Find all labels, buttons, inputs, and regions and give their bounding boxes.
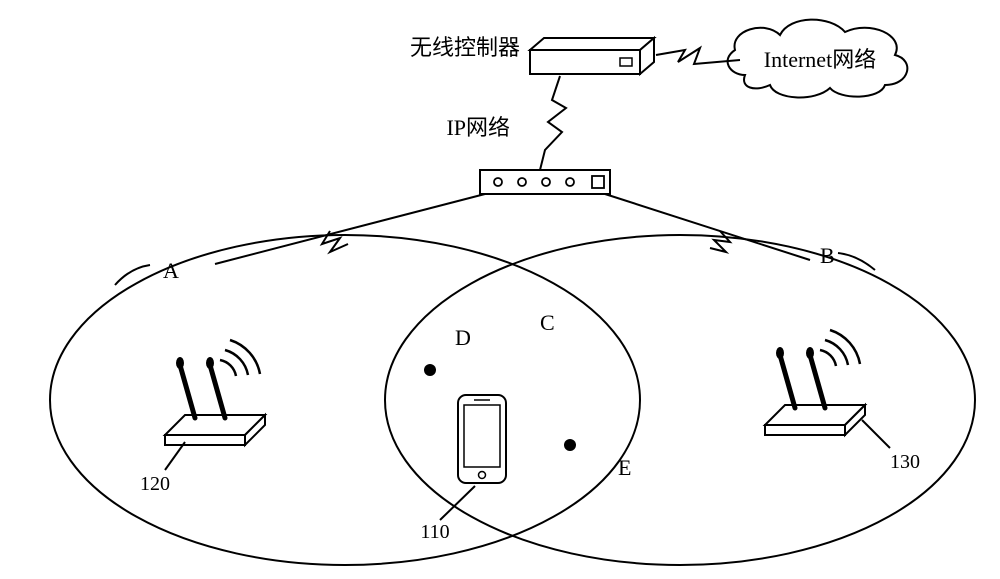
coverage-A: [50, 235, 640, 565]
label-E: E: [618, 455, 631, 480]
internet-cloud: Internet网络: [728, 20, 908, 98]
label-A: A: [163, 258, 179, 283]
internet-label: Internet网络: [764, 47, 876, 72]
label-120: 120: [140, 473, 170, 495]
controller-box: [530, 38, 654, 74]
leader-130: [862, 420, 890, 448]
link-switch-left: [215, 194, 485, 264]
router-right: [765, 330, 865, 435]
leader-120: [165, 442, 185, 470]
link-controller-cloud: [656, 48, 740, 64]
switch: [480, 170, 610, 194]
phone-device: [458, 395, 506, 483]
ip-network-label: IP网络: [446, 115, 510, 140]
diagram-root: Internet网络 无线控制器 IP网络 A B C: [0, 0, 1000, 579]
label-C: C: [540, 310, 555, 335]
label-D: D: [455, 325, 471, 350]
label-B: B: [820, 243, 835, 268]
link-switch-right: [605, 194, 810, 260]
leader-A: [115, 265, 150, 285]
point-D: [424, 364, 436, 376]
point-E: [564, 439, 576, 451]
router-left: [165, 340, 265, 445]
link-controller-switch: [540, 76, 566, 170]
label-130: 130: [890, 451, 920, 473]
controller-label: 无线控制器: [410, 35, 520, 60]
label-110: 110: [420, 521, 449, 543]
